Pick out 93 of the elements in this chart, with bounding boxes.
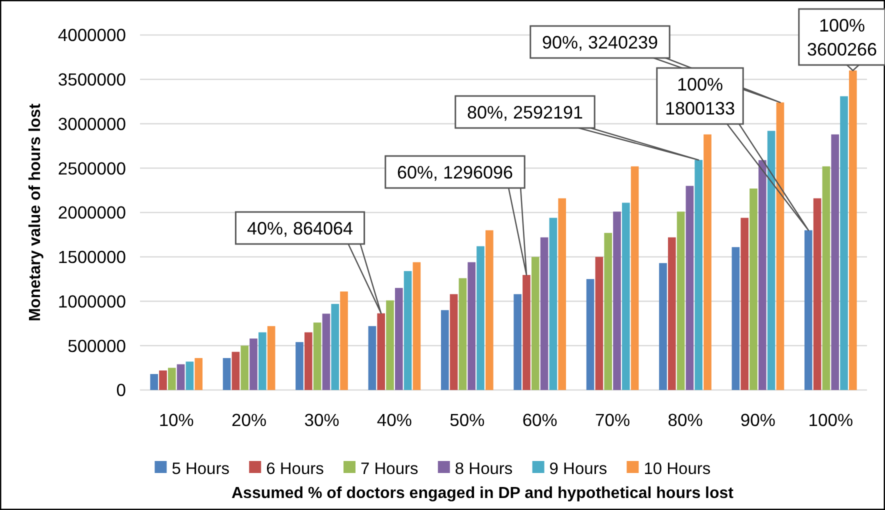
x-tick-label: 60% [522,410,558,430]
annotation: 90%, 3240239 [542,32,658,52]
bar [531,256,540,390]
x-tick-label: 10% [158,410,194,430]
annotation: 60%, 1296096 [396,162,514,182]
bar [831,134,840,390]
bar [186,362,194,390]
y-tick-label: 3000000 [58,114,126,134]
annotation: 40%, 864064 [246,218,354,238]
legend-label: 5 Hours [172,460,230,478]
bar [377,313,386,390]
bar [758,160,766,390]
bar [267,326,276,390]
bar [440,310,449,390]
bar [412,262,421,390]
x-tick-label: 40% [376,410,412,430]
bar [813,198,822,390]
bar [848,70,857,390]
bar [150,374,158,390]
bar [404,271,412,390]
y-tick-label: 1000000 [58,291,126,312]
annotation: 100% 1800133 [664,74,736,118]
bar [240,346,249,390]
bar [595,256,604,390]
x-tick-label: 80% [668,410,703,430]
x-tick-label: 70% [595,410,630,430]
x-tick-label: 90% [740,410,776,430]
bar [450,294,458,390]
bar [613,212,621,390]
bar [840,96,848,390]
bar [322,314,330,390]
y-tick-label: 3500000 [58,70,126,90]
bar [540,237,548,390]
bar [331,304,340,390]
y-axis-title: Monetary value of hours lost [27,102,44,322]
bar [686,186,694,390]
y-tick-label: 2000000 [58,202,126,223]
bar [732,247,740,390]
bar [176,364,185,390]
bar [485,230,494,390]
legend-label: 6 Hours [266,460,324,478]
bar [558,198,566,390]
bar [168,368,176,390]
bar [622,202,630,390]
bar [522,274,530,390]
bar [586,279,594,390]
annotation: 100% 3600266 [806,15,878,60]
bar [804,230,812,390]
bar [630,166,639,390]
x-axis-title: Assumed % of doctors engaged in DP and hypothetical hours lost [232,485,734,502]
legend-label: 9 Hours [549,460,608,478]
bar [250,338,258,390]
bar [668,237,676,390]
y-tick-label: 2500000 [58,158,126,178]
annotation: 80%, 2592191 [466,102,584,122]
bar [394,288,403,390]
bar [458,278,467,390]
bar [386,300,394,390]
y-tick-label: 1500000 [58,247,126,267]
bar [222,358,231,390]
y-tick-label: 0 [116,380,126,400]
bar [767,130,776,390]
bar [258,332,266,390]
bar [694,160,703,390]
legend-label: 10 Hours [644,460,711,478]
bar [822,166,830,390]
bar [604,232,612,390]
x-tick-label: 100% [808,410,854,430]
legend-label: 7 Hours [360,460,418,478]
bar [468,262,476,390]
bar [232,352,240,390]
bar [304,332,312,390]
bar [296,342,304,390]
bar [549,218,558,390]
x-tick-label: 20% [232,410,267,430]
bar [514,294,522,390]
y-tick-label: 4000000 [58,25,126,46]
bar [659,263,667,390]
y-tick-label: 500000 [68,336,126,356]
bar [194,358,203,390]
bar [776,102,784,390]
bar [340,291,348,390]
bar [159,370,167,390]
bar [704,134,712,390]
legend-label: 8 Hours [454,460,513,478]
bar [476,246,484,390]
bar [313,322,322,390]
x-tick-label: 50% [450,410,485,430]
bar [750,188,758,390]
bar [740,218,749,390]
bar [368,326,376,390]
bar [676,212,685,390]
x-tick-label: 30% [304,410,340,430]
